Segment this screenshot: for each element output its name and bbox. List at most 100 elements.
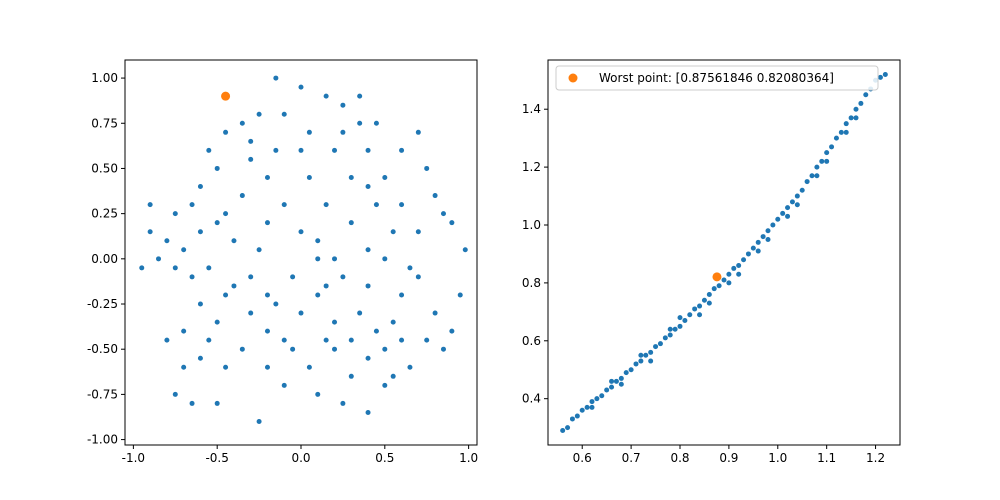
data-point <box>760 234 766 240</box>
data-point <box>697 312 703 318</box>
data-point <box>264 220 270 226</box>
legend-box <box>555 65 879 91</box>
data-point <box>223 129 229 135</box>
data-point <box>382 256 388 262</box>
data-point <box>189 274 195 280</box>
data-point <box>348 337 354 343</box>
data-point <box>589 404 595 410</box>
data-point <box>365 355 371 361</box>
data-point <box>156 256 162 262</box>
x-tick-label: -0.5 <box>205 451 228 465</box>
data-point <box>181 364 187 370</box>
worst-point-marker <box>221 91 231 101</box>
data-point <box>599 393 605 399</box>
data-point <box>231 238 237 244</box>
data-point <box>223 292 229 298</box>
y-tick-label: 1.00 <box>91 71 118 85</box>
data-point <box>315 292 321 298</box>
data-point <box>457 292 463 298</box>
data-point <box>415 274 421 280</box>
x-tick-label: -1.0 <box>122 451 145 465</box>
data-point <box>848 115 854 121</box>
y-tick-label: -0.25 <box>87 297 118 311</box>
data-point <box>858 100 864 106</box>
data-point <box>736 263 742 269</box>
x-tick-label: 0.9 <box>719 451 738 465</box>
data-point <box>315 391 321 397</box>
data-point <box>390 229 396 235</box>
data-point <box>804 179 810 185</box>
data-point <box>838 129 844 135</box>
data-point <box>794 202 800 208</box>
data-point <box>833 135 839 141</box>
data-point <box>569 416 575 422</box>
data-point <box>750 245 756 251</box>
data-point <box>785 213 791 219</box>
y-tick-label: -0.75 <box>87 387 118 401</box>
data-point <box>290 346 296 352</box>
y-tick-label: 0.6 <box>522 334 541 348</box>
x-tick-label: 1.0 <box>459 451 478 465</box>
data-point <box>687 312 693 318</box>
data-point <box>348 373 354 379</box>
data-point <box>829 144 835 150</box>
data-point <box>789 199 795 205</box>
data-point <box>357 310 363 316</box>
data-point <box>332 346 338 352</box>
data-point <box>736 271 742 277</box>
data-point <box>248 138 254 144</box>
data-point <box>357 120 363 126</box>
data-point <box>256 247 262 253</box>
data-point <box>824 150 830 156</box>
x-tick-label: 0.5 <box>375 451 394 465</box>
data-point <box>248 274 254 280</box>
data-point <box>298 84 304 90</box>
data-point <box>755 248 761 254</box>
data-point <box>306 129 312 135</box>
data-point <box>407 364 413 370</box>
data-point <box>399 147 405 153</box>
data-point <box>399 292 405 298</box>
data-point <box>181 247 187 253</box>
data-point <box>853 106 859 112</box>
data-point <box>785 205 791 211</box>
data-point <box>164 337 170 343</box>
data-point <box>239 193 245 199</box>
data-point <box>281 111 287 117</box>
data-point <box>574 413 580 419</box>
data-point <box>390 319 396 325</box>
data-point <box>706 300 712 306</box>
data-point <box>701 297 707 303</box>
y-tick-label: 0.75 <box>91 116 118 130</box>
data-point <box>298 229 304 235</box>
worst-point-marker <box>712 272 722 282</box>
data-point <box>306 174 312 180</box>
data-point <box>770 222 776 228</box>
data-point <box>264 364 270 370</box>
data-point <box>348 220 354 226</box>
data-point <box>365 409 371 415</box>
data-point <box>721 277 727 283</box>
left-scatter-plot: -1.0 -0.5 0.0 0.5 1.0 -1.00 -0.75 -0.50 -0.25 0.0… <box>87 59 478 465</box>
x-tick-label: 1.0 <box>768 451 787 465</box>
data-point <box>863 92 869 98</box>
data-point <box>638 358 644 364</box>
data-point <box>648 349 654 355</box>
data-point <box>882 71 888 77</box>
data-point <box>667 326 673 332</box>
data-point <box>424 165 430 171</box>
y-tick-label: 1.4 <box>522 102 541 116</box>
data-point <box>399 202 405 208</box>
data-point <box>432 310 438 316</box>
data-point <box>819 158 825 164</box>
data-point <box>618 381 624 387</box>
data-point <box>248 310 254 316</box>
data-point <box>449 328 455 334</box>
data-point <box>206 337 212 343</box>
data-point <box>672 326 678 332</box>
data-point <box>306 364 312 370</box>
data-point <box>332 147 338 153</box>
data-point <box>794 193 800 199</box>
x-tick-label: 0.7 <box>622 451 641 465</box>
